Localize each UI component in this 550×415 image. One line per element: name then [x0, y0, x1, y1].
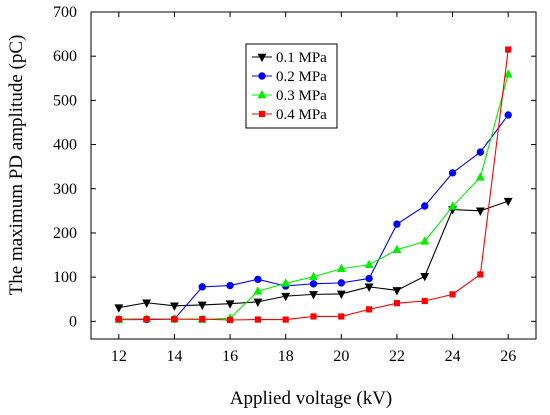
- data-point: [199, 316, 206, 323]
- data-point: [476, 148, 485, 156]
- data-point: [336, 290, 346, 299]
- data-point: [338, 313, 345, 320]
- data-point: [309, 291, 318, 300]
- data-point: [393, 220, 401, 228]
- data-point: [503, 69, 513, 78]
- legend-entry-label: 0.2 MPa: [276, 69, 327, 85]
- data-point: [309, 280, 318, 288]
- data-point: [198, 283, 206, 291]
- data-point: [170, 302, 179, 311]
- data-point: [503, 197, 513, 207]
- data-point: [226, 316, 234, 324]
- y-tick-label: 200: [53, 225, 77, 242]
- legend-swatch-marker: [257, 89, 267, 99]
- data-point: [448, 201, 457, 210]
- data-point: [475, 207, 485, 216]
- legend: 0.1 MPa 0.2 MPa 0.3 MPa 0.4 MPa: [245, 43, 338, 129]
- data-point: [226, 281, 234, 290]
- legend-swatch-marker: [257, 53, 267, 63]
- data-point: [309, 271, 318, 280]
- x-tick-label: 26: [500, 348, 516, 365]
- data-point: [336, 263, 346, 273]
- data-point: [171, 316, 178, 323]
- data-point: [254, 316, 261, 323]
- data-point: [253, 286, 263, 295]
- x-tick-label: 16: [222, 348, 238, 365]
- legend-swatch-marker: [258, 72, 266, 80]
- x-tick-label: 20: [333, 348, 349, 365]
- data-point: [366, 306, 373, 313]
- data-point: [310, 313, 317, 320]
- data-point: [114, 304, 124, 313]
- y-tick-label: 700: [53, 4, 77, 21]
- data-point: [392, 287, 402, 296]
- data-point: [282, 316, 289, 323]
- x-axis-label: Applied voltage (kV): [230, 388, 393, 409]
- data-point: [364, 259, 374, 269]
- data-point: [281, 292, 291, 302]
- data-point: [504, 111, 512, 119]
- y-tick-label: 100: [53, 269, 77, 286]
- axes-layer: 12 14 16 18 20 22 24 26 0 100 200 300 400 500 600 700: [53, 4, 537, 365]
- data-point: [448, 169, 457, 177]
- plot-frame: [90, 11, 537, 340]
- data-point: [420, 272, 430, 282]
- legend-swatch-marker: [258, 110, 266, 118]
- x-tick-label: 14: [166, 348, 182, 365]
- data-point: [253, 298, 263, 307]
- data-point: [475, 172, 485, 181]
- data-point: [421, 297, 428, 305]
- y-tick-label: 300: [53, 181, 77, 198]
- series-layer: [114, 46, 513, 324]
- y-tick-label: 400: [53, 137, 77, 154]
- data-point: [505, 46, 512, 53]
- data-point: [254, 275, 262, 284]
- data-point: [225, 300, 235, 309]
- data-point: [365, 274, 373, 283]
- x-tick-label: 12: [111, 348, 127, 365]
- data-point: [143, 316, 150, 323]
- data-point: [392, 244, 402, 254]
- data-point: [420, 236, 430, 245]
- legend-entry-label: 0.4 MPa: [276, 107, 327, 123]
- data-point: [421, 202, 429, 210]
- x-tick-label: 18: [278, 348, 294, 365]
- y-axis-label: The maximum PD amplitude (pC): [6, 35, 27, 296]
- y-tick-label: 600: [53, 48, 77, 65]
- data-point: [449, 291, 456, 298]
- data-point: [337, 279, 346, 287]
- legend-entry-label: 0.1 MPa: [276, 50, 327, 66]
- x-tick-label: 24: [445, 348, 461, 365]
- data-point: [115, 316, 122, 323]
- data-point: [393, 300, 401, 307]
- x-tick-label: 22: [389, 348, 405, 365]
- legend-entry-label: 0.3 MPa: [276, 88, 327, 104]
- data-point: [197, 301, 207, 311]
- data-point: [364, 283, 374, 292]
- data-point: [477, 271, 484, 278]
- y-tick-label: 0: [69, 313, 77, 330]
- series-3: [115, 46, 512, 324]
- y-tick-label: 500: [53, 92, 77, 109]
- data-point: [142, 299, 152, 308]
- data-point: [281, 278, 291, 287]
